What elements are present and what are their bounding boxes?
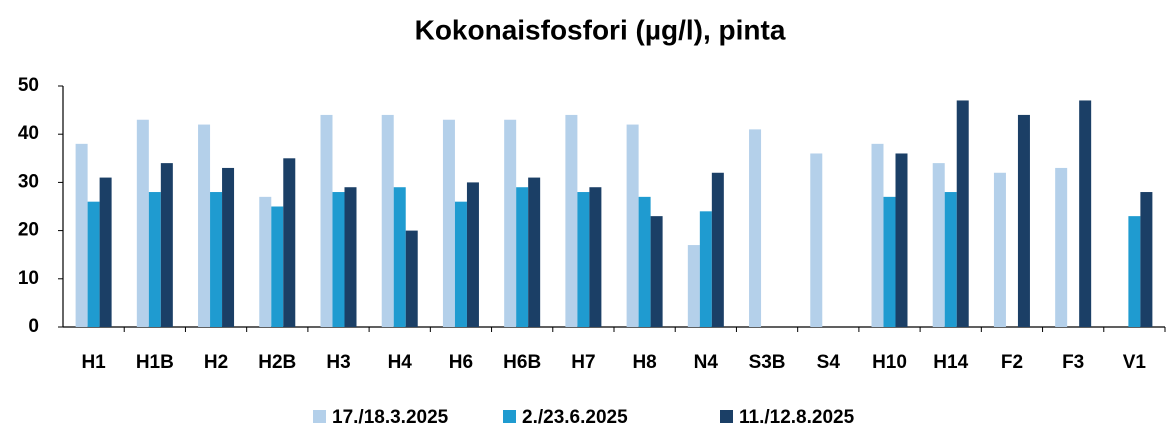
legend-label: 11./12.8.2025: [739, 407, 855, 428]
bar: [442, 119, 455, 328]
bar: [504, 119, 517, 328]
chart-title: Kokonaisfosfori (µg/l), pinta: [415, 14, 786, 45]
bar: [283, 158, 296, 327]
x-tick-label: H2: [204, 352, 228, 373]
y-tick-label: 30: [18, 171, 39, 192]
bar: [405, 230, 418, 327]
bar: [871, 143, 884, 327]
bar: [148, 192, 161, 327]
bar: [87, 201, 100, 327]
x-tick-label: H6B: [503, 352, 541, 373]
x-tick-label: H14: [933, 352, 968, 373]
bar: [332, 192, 345, 327]
x-tick-label: H10: [872, 352, 907, 373]
bar: [99, 177, 112, 327]
bar: [381, 114, 394, 327]
bar: [895, 153, 908, 327]
bar: [320, 114, 333, 327]
bar: [259, 196, 272, 327]
x-tick-label: H1B: [136, 352, 174, 373]
bar: [650, 216, 663, 327]
bar: [454, 201, 467, 327]
x-tick-label: S3B: [749, 352, 786, 373]
x-tick-label: F2: [1001, 352, 1023, 373]
legend-swatch: [720, 410, 733, 423]
bar: [136, 119, 149, 328]
bar: [1128, 216, 1141, 327]
x-tick-label: H4: [388, 352, 413, 373]
bar: [626, 124, 639, 327]
x-tick-label: H2B: [258, 352, 296, 373]
bar: [589, 187, 602, 327]
bar: [687, 245, 700, 327]
bar: [1017, 114, 1030, 327]
legend-swatch: [313, 410, 326, 423]
bar: [160, 163, 173, 327]
x-tick-label: N4: [694, 352, 719, 373]
bar: [1140, 192, 1153, 327]
bar: [222, 167, 235, 327]
x-tick-label: S4: [817, 352, 841, 373]
x-tick-label: F3: [1062, 352, 1084, 373]
bar: [344, 187, 357, 327]
y-tick-label: 50: [18, 75, 39, 96]
y-tick-label: 20: [18, 220, 39, 241]
bar: [466, 182, 479, 327]
x-tick-label: H3: [326, 352, 350, 373]
x-tick-label: V1: [1123, 352, 1147, 373]
legend-label: 2./23.6.2025: [522, 407, 628, 428]
x-tick-label: H7: [571, 352, 595, 373]
bar: [638, 196, 651, 327]
bar: [271, 206, 284, 327]
x-tick-label: H6: [449, 352, 473, 373]
bar: [883, 196, 896, 327]
bar: [198, 124, 211, 327]
bar: [516, 187, 529, 327]
bar: [577, 192, 590, 327]
y-tick-label: 0: [28, 316, 39, 337]
x-tick-label: H8: [632, 352, 656, 373]
bar: [711, 172, 724, 327]
bar: [210, 192, 223, 327]
bar: [699, 211, 712, 327]
bar: [528, 177, 541, 327]
bar: [749, 129, 762, 327]
y-tick-label: 40: [18, 123, 39, 144]
bar: [393, 187, 406, 327]
x-tick-label: H1: [81, 352, 106, 373]
bar: [810, 153, 823, 327]
legend-swatch: [503, 410, 516, 423]
bar: [1079, 100, 1092, 328]
bar: [944, 192, 957, 327]
bar: [993, 172, 1006, 327]
bar: [565, 114, 578, 327]
bar: [932, 163, 945, 327]
bar: [1055, 167, 1068, 327]
legend-label: 17./18.3.2025: [332, 407, 449, 428]
bar: [956, 100, 969, 328]
y-tick-label: 10: [18, 268, 39, 289]
bar: [75, 143, 88, 327]
